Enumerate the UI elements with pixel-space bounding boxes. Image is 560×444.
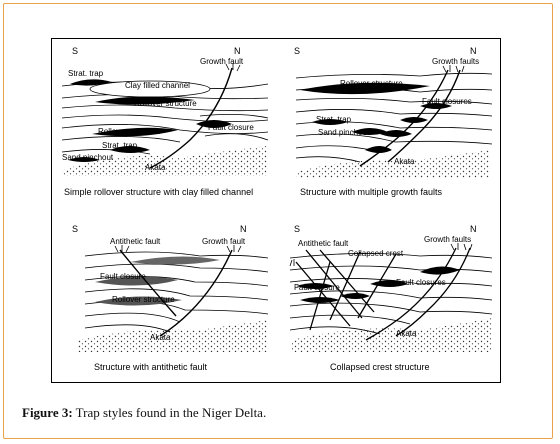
diagram-border xyxy=(51,38,501,383)
panel2-fault-closure-trap-4 xyxy=(365,146,392,153)
panel2-sand-pinchout-trap xyxy=(352,128,388,135)
panel1-label-rollover-mid: Rollover structure xyxy=(98,127,161,136)
panel3-growth-fault-arrows-icon xyxy=(226,245,242,253)
panel2-label-growth-faults: Growth faults xyxy=(432,57,479,66)
panel1-growth-fault-arrows-icon xyxy=(225,63,241,72)
panel1-strat-trap-top xyxy=(70,79,112,86)
figure-frame xyxy=(3,3,553,439)
panel2-label-rollover: Rollover structure xyxy=(340,79,403,88)
panel4-label-akata: Akata xyxy=(396,329,417,338)
panel4-label-antithetic: Antithetic fault xyxy=(298,239,349,248)
panel2-label-sand-pinchout: Sand pinchout xyxy=(318,128,370,137)
panel4-akata-shale xyxy=(292,318,492,352)
panel2-growth-fault-lines xyxy=(359,69,461,167)
panel4-fault-lines xyxy=(295,247,471,341)
panel1-label-strat-trap-low: Strat. trap xyxy=(102,141,138,150)
panel1-south: S xyxy=(72,46,78,56)
panel1-label-akata: Akata xyxy=(145,163,166,172)
panel4-label-collapsed-crest: Collapsed crest xyxy=(348,249,404,258)
panel2-strat-trap xyxy=(312,119,348,125)
panel3-akata-shale xyxy=(78,320,268,352)
panel4-label-fault-closures: Fault closures xyxy=(396,278,446,287)
panel3-label-growth-fault: Growth fault xyxy=(202,237,246,246)
panel2-growth-faults-arrows-icon xyxy=(442,65,465,73)
panel2-north: N xyxy=(470,46,477,56)
panel3-antithetic-fault-arrows-icon xyxy=(114,245,130,253)
panel1-label-strat-trap-top: Strat. trap xyxy=(68,69,104,78)
panel3-trap-2 xyxy=(95,276,178,286)
panel4-trap-2 xyxy=(296,283,334,289)
figure-caption: Figure 3: Trap styles found in the Niger… xyxy=(22,405,266,421)
panel2-fault-closure-trap-2 xyxy=(400,117,428,123)
panel-antithetic-fault: S N Antithetic fault Growth fault Fault … xyxy=(72,224,269,372)
panel3-trap-1 xyxy=(130,256,220,265)
panel4-growth-faults-arrows-icon xyxy=(450,243,473,251)
panel1-caption: Simple rollover structure with clay fill… xyxy=(64,187,253,197)
panel3-label-akata: Akata xyxy=(150,333,171,342)
panel2-caption: Structure with multiple growth faults xyxy=(300,187,443,197)
panel1-label-rollover-top: Rollover structure xyxy=(134,99,197,108)
panel1-north: N xyxy=(234,46,241,56)
panel4-south: S xyxy=(294,224,300,234)
panel3-label-fault-closure: Fault closure xyxy=(100,272,146,281)
panel3-north: N xyxy=(240,224,247,234)
panel3-fault-lines xyxy=(119,249,233,337)
panel4-label-growth-faults: Growth faults xyxy=(424,235,471,244)
panel1-strat-trap-low xyxy=(110,146,150,153)
panel2-rollover-trap xyxy=(300,82,430,95)
figure-text: Trap styles found in the Niger Delta. xyxy=(72,405,267,420)
panel1-rollover-top-trap xyxy=(95,96,195,105)
panel4-trap-1 xyxy=(420,266,460,275)
panel2-akata-shale xyxy=(296,150,490,178)
panel3-label-antithetic: Antithetic fault xyxy=(110,237,161,246)
panel3-caption: Structure with antithetic fault xyxy=(94,362,208,372)
panel4-antithetic-arrows-icon xyxy=(289,259,295,267)
panel3-label-rollover: Rollover structure xyxy=(112,295,175,304)
panel2-south: S xyxy=(294,46,300,56)
panel3-south: S xyxy=(72,224,78,234)
panel1-label-fault-closure: Fault closure xyxy=(208,123,254,132)
panel1-label-sand-pinchout: Sand pinchout xyxy=(62,153,114,162)
panel4-north: N xyxy=(470,224,477,234)
panel2-label-strat-trap: Strat. trap xyxy=(316,115,352,124)
panel2-label-akata: Akata xyxy=(394,157,415,166)
panel4-label-fault-closure: Fault closure xyxy=(294,283,340,292)
panel-multiple-growth-faults: S N Growth faults Rollover structure Fau… xyxy=(294,46,493,197)
panel4-caption: Collapsed crest structure xyxy=(330,362,430,372)
panel2-label-fault-closures: Fault closures xyxy=(422,97,472,106)
figure-label: Figure 3: xyxy=(22,405,73,420)
panel-collapsed-crest: S N Antithetic fault Co xyxy=(289,224,493,372)
panel1-growth-fault-line xyxy=(149,67,233,169)
panel-simple-rollover: S N Growth fault Strat. trap Cl xyxy=(61,46,269,197)
panel1-akata-shale xyxy=(62,146,268,176)
panel4-trap-4 xyxy=(340,293,370,299)
panel4-strata xyxy=(289,253,493,335)
panel1-label-clay-channel: Clay filled channel xyxy=(125,81,190,90)
panel1-sand-pinchout-trap xyxy=(68,157,100,162)
panel1-rollover-mid-trap xyxy=(92,127,178,137)
panel1-label-growth-fault: Growth fault xyxy=(200,57,244,66)
